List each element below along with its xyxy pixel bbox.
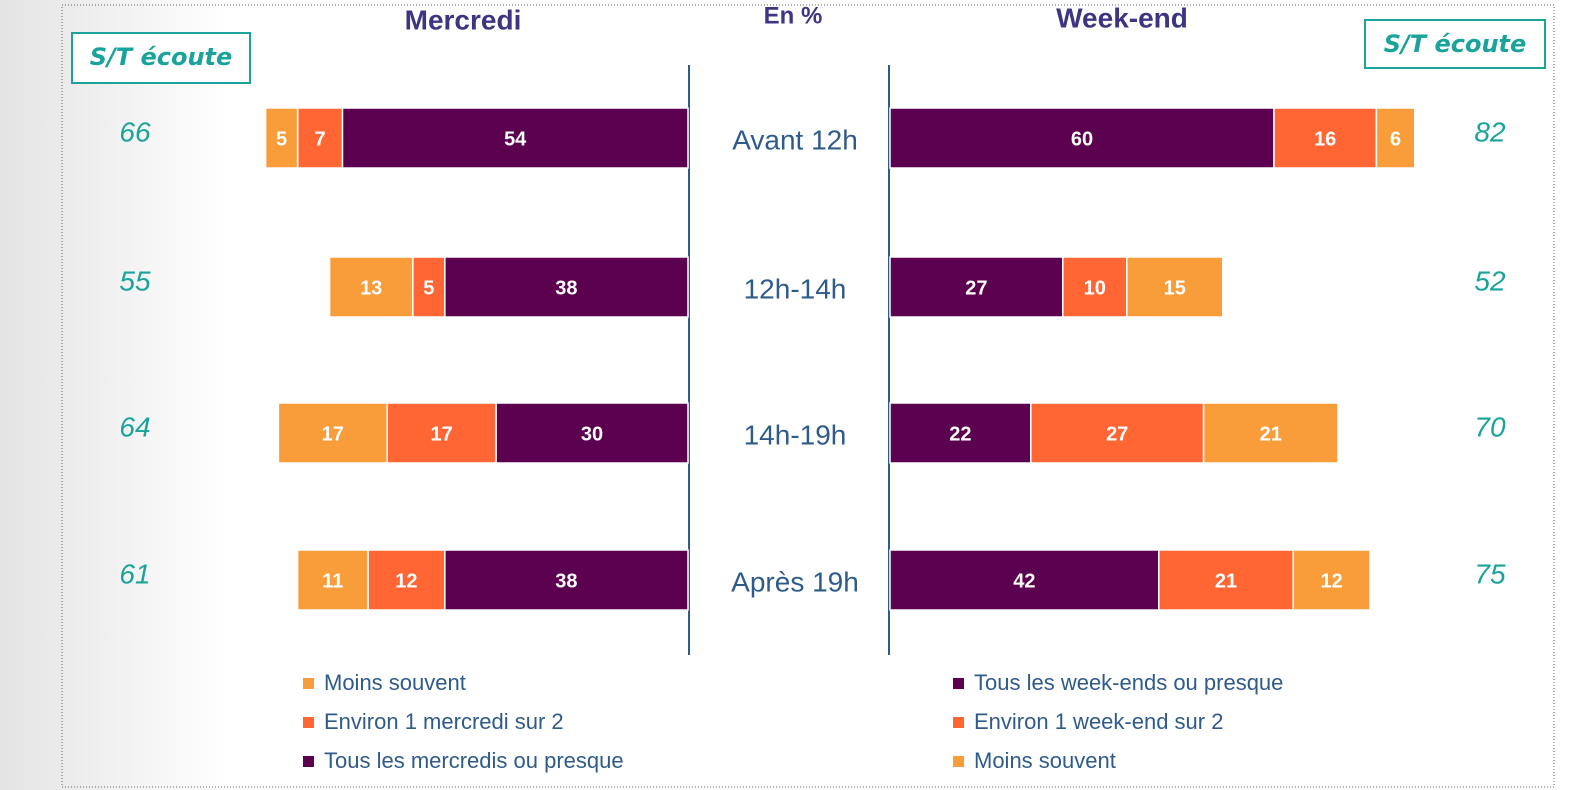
chart-title: Mercredi: [405, 4, 522, 35]
data-label: 7: [314, 128, 325, 150]
legend-swatch: [303, 756, 314, 767]
bar-segment: [1202, 402, 1339, 464]
total-value: 75: [1474, 558, 1506, 589]
category-label: Après 19h: [731, 566, 859, 597]
data-label: 21: [1260, 423, 1282, 445]
bar-segment: [889, 549, 1160, 611]
bar-segment: [296, 549, 369, 611]
legend-swatch: [303, 678, 314, 689]
bar-segment: [386, 402, 497, 464]
total-value: 70: [1474, 411, 1506, 442]
totals-label: S/T écoute: [90, 43, 233, 71]
legend-swatch: [303, 717, 314, 728]
data-label: 10: [1084, 277, 1106, 299]
data-label: 12: [395, 570, 417, 592]
legend-swatch: [953, 678, 964, 689]
totals-box: [71, 32, 251, 84]
data-label: 13: [360, 277, 382, 299]
bar-segment: [367, 549, 446, 611]
data-label: 17: [322, 423, 344, 445]
bar-segment: [889, 256, 1064, 318]
category-label: 12h-14h: [744, 273, 847, 304]
data-label: 5: [276, 128, 287, 150]
legend-swatch: [953, 717, 964, 728]
legend-label: Moins souvent: [974, 748, 1116, 773]
bar-segment: [889, 402, 1032, 464]
data-label: 12: [1320, 570, 1342, 592]
data-label: 11: [322, 570, 343, 592]
bar-segment: [444, 549, 689, 611]
bar-segment: [264, 107, 299, 169]
data-label: 54: [504, 128, 527, 150]
data-label: 16: [1314, 128, 1336, 150]
bar-segment: [444, 256, 689, 318]
data-label: 17: [430, 423, 452, 445]
unit-label: En %: [764, 2, 823, 29]
legend-label: Tous les week-ends ou presque: [974, 670, 1283, 695]
data-label: 38: [555, 277, 577, 299]
bar-segment: [1030, 402, 1205, 464]
totals-label: S/T écoute: [1384, 30, 1527, 58]
total-value: 55: [119, 265, 151, 296]
data-label: 42: [1013, 570, 1035, 592]
total-value: 61: [119, 558, 150, 589]
legend-swatch: [953, 756, 964, 767]
data-label: 15: [1164, 277, 1186, 299]
bar-segment: [412, 256, 446, 318]
bar-segment: [495, 402, 689, 464]
data-label: 60: [1071, 128, 1093, 150]
total-value: 82: [1474, 116, 1506, 147]
data-label: 38: [555, 570, 577, 592]
legend-label: Environ 1 week-end sur 2: [974, 709, 1223, 734]
data-label: 5: [423, 277, 434, 299]
bar-segment: [1273, 107, 1378, 169]
data-label: 27: [965, 277, 987, 299]
bar-segment: [889, 107, 1275, 169]
legend-label: Tous les mercredis ou presque: [324, 748, 624, 773]
category-label: Avant 12h: [732, 124, 858, 155]
total-value: 66: [119, 116, 151, 147]
data-label: 22: [949, 423, 971, 445]
chart-title: Week-end: [1056, 2, 1188, 33]
bar-segment: [1375, 107, 1416, 169]
data-label: 6: [1390, 128, 1401, 150]
data-label: 30: [581, 423, 603, 445]
bar-segment: [277, 402, 388, 464]
data-label: 27: [1106, 423, 1128, 445]
bar-segment: [1292, 549, 1371, 611]
category-label: 14h-19h: [744, 419, 847, 450]
totals-box: [1364, 19, 1546, 69]
total-value: 52: [1474, 265, 1506, 296]
background-collage: [0, 0, 230, 790]
total-value: 64: [119, 411, 150, 442]
data-label: 21: [1215, 570, 1237, 592]
bar-segment: [1126, 256, 1224, 318]
bar-segment: [328, 256, 414, 318]
legend-label: Moins souvent: [324, 670, 466, 695]
legend-label: Environ 1 mercredi sur 2: [324, 709, 564, 734]
